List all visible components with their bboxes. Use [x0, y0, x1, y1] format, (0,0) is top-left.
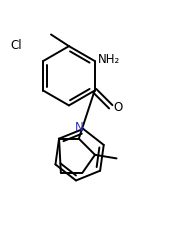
Text: Cl: Cl [10, 39, 22, 52]
Text: N: N [75, 121, 84, 134]
Text: NH₂: NH₂ [98, 53, 120, 66]
Text: O: O [113, 101, 122, 114]
